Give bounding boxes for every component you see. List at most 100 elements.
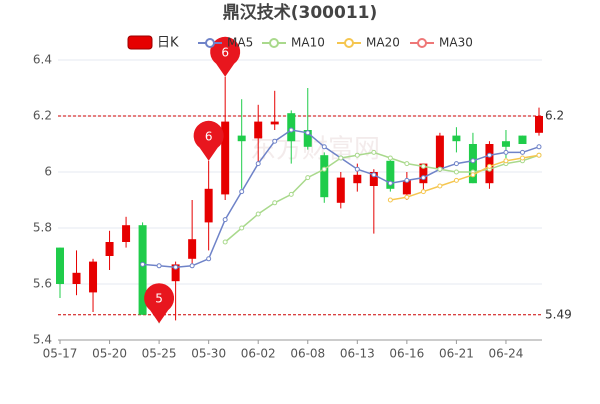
y-tick-label: 6.4 [33,53,52,67]
candle-body [535,116,543,133]
ma-point [206,256,212,262]
ma-point [519,149,525,155]
candle-body [122,225,131,242]
candle-body [254,121,263,139]
candle-body [303,130,312,147]
legend-icon [344,38,354,48]
ma-point [536,152,542,158]
x-tick-label: 06-02 [241,347,276,361]
ma-point [354,166,360,172]
candle-body [353,174,362,184]
ma-point [338,155,344,161]
ma-point [321,144,327,150]
ma-point [255,211,261,217]
candle-body [435,135,444,170]
x-tick-label: 06-24 [489,347,524,361]
ma-point [305,130,311,136]
ma-point [239,189,245,195]
ma-line [390,154,540,201]
ma-point [453,169,459,175]
candle-body [336,177,345,203]
y-tick-label: 6 [44,165,52,179]
ma-point [288,127,294,133]
ma-point [288,191,294,197]
candle-body [204,188,213,223]
ma-point [470,158,476,164]
candle-body [518,135,527,144]
y-tick-label: 6.2 [33,109,52,123]
marker-pin [144,283,175,324]
ma-point [371,149,377,155]
candle-body [369,172,378,186]
candle-body [386,160,395,189]
candle-body [237,135,246,142]
ma-point [222,239,228,245]
ma-point [140,261,146,267]
ma-point [239,225,245,231]
ma-point [404,161,410,167]
legend-icon [127,35,153,50]
candle-body [501,141,510,147]
marker-pin [210,36,241,77]
legend-label: MA10 [291,36,325,50]
ma-point [503,149,509,155]
ma-point [305,175,311,181]
reference-label: 5.49 [545,307,572,321]
candle-body [138,225,147,315]
ma-point [470,172,476,178]
ma-line [224,151,540,243]
ma-point [453,177,459,183]
ma-point [486,163,492,169]
ma-point [420,163,426,169]
x-tick-label: 06-16 [389,347,424,361]
legend-icon [205,38,215,48]
candle-body [287,113,296,142]
ma-point [486,152,492,158]
ma-point [387,155,393,161]
ma-point [272,138,278,144]
ma-point [321,166,327,172]
ma-point [519,155,525,161]
legend-icon [269,38,279,48]
x-tick-label: 05-30 [191,347,226,361]
candle-body [485,144,494,184]
y-tick-label: 5.6 [33,277,52,291]
marker-label: 6 [205,129,213,143]
ma-point [437,183,443,189]
x-tick-label: 05-20 [92,347,127,361]
ma-point [173,264,179,270]
legend-label: 日K [157,36,179,51]
reference-label: 6.2 [545,109,564,123]
candle-body [270,121,279,125]
ma-point [255,161,261,167]
ma-point [503,158,509,164]
ma-point [387,180,393,186]
candle-body [171,264,180,282]
ma-point [420,189,426,195]
marker-label: 6 [221,45,229,59]
legend-label: MA30 [439,36,473,50]
x-tick-label: 06-08 [290,347,325,361]
ma-point [222,217,228,223]
candle-body [452,135,461,142]
candle-body [402,180,411,195]
ma-point [404,194,410,200]
ma-point [453,161,459,167]
y-tick-label: 5.8 [33,221,52,235]
marker-label: 5 [155,292,163,306]
candle-body [221,121,230,195]
ma-point [354,152,360,158]
ma-point [272,200,278,206]
ma-point [420,175,426,181]
ma-point [156,263,162,269]
ma-point [404,177,410,183]
x-tick-label: 06-21 [439,347,474,361]
candle-body [320,155,329,198]
candle-body [105,242,114,256]
candle-body [56,247,64,284]
ma-point [536,144,542,150]
legend-label: MA20 [366,36,400,50]
candle-body [468,144,477,184]
candle-body [188,239,197,259]
